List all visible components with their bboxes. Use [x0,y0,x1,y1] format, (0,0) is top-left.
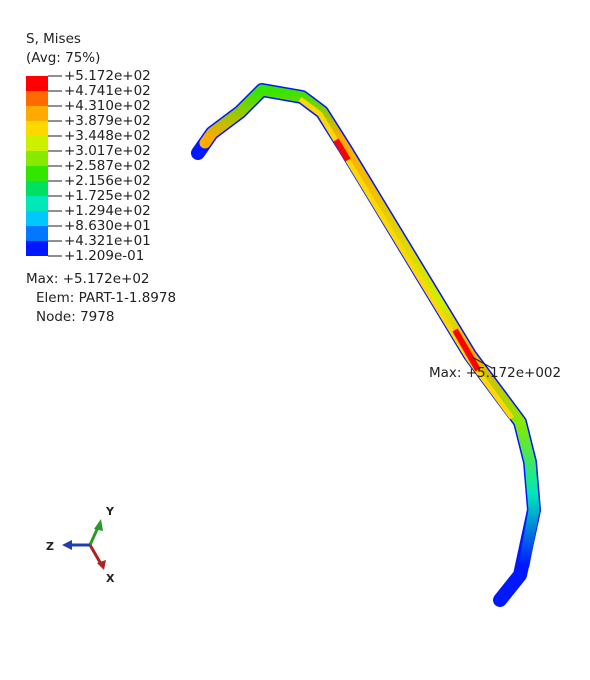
legend-band [26,91,48,106]
max-element: Elem: PART-1-1.8978 [36,290,176,306]
legend-band [26,166,48,181]
legend-band [26,151,48,166]
legend-label: +8.630e+01 [64,218,151,234]
legend-label: +3.879e+02 [64,113,151,129]
legend-label: +1.209e-01 [64,248,144,264]
legend: +5.172e+02+4.741e+02+4.310e+02+3.879e+02… [26,68,151,264]
legend-label: +4.741e+02 [64,83,151,99]
axis-triad: Y Z X [46,505,115,585]
legend-band [26,211,48,226]
hot-spot [452,328,481,372]
legend-label: +2.587e+02 [64,158,151,174]
max-node: Node: 7978 [36,309,114,325]
legend-band [26,226,48,241]
beam-body [199,84,540,571]
triad-z-arrow [62,540,72,550]
max-annotation: Max: +5.172e+002 [429,365,561,381]
triad-x-label: X [106,572,115,585]
legend-band [26,196,48,211]
legend-label: +1.294e+02 [64,203,151,219]
triad-x-axis [88,544,103,565]
legend-label: +4.321e+01 [64,233,151,249]
legend-band [26,76,48,91]
legend-band [26,181,48,196]
beam [191,83,541,607]
legend-label: +5.172e+02 [64,68,151,84]
legend-label: +3.448e+02 [64,128,151,144]
legend-label: +3.017e+02 [64,143,151,159]
legend-band [26,121,48,136]
legend-band [26,136,48,151]
annotation-leader [471,356,493,369]
hot-spot [333,138,351,162]
triad-y-label: Y [105,505,115,518]
max-value: Max: +5.172e+02 [26,271,150,287]
legend-band [26,106,48,121]
legend-label: +4.310e+02 [64,98,151,114]
legend-band [26,241,48,256]
triad-x-arrow [97,560,106,570]
beam-outline [191,83,541,607]
triad-y-arrow [94,519,103,531]
legend-label: +2.156e+02 [64,173,151,189]
legend-subtitle: (Avg: 75%) [26,50,100,66]
triad-z-label: Z [46,540,54,553]
legend-title: S, Mises [26,31,81,47]
legend-label: +1.725e+02 [64,188,151,204]
